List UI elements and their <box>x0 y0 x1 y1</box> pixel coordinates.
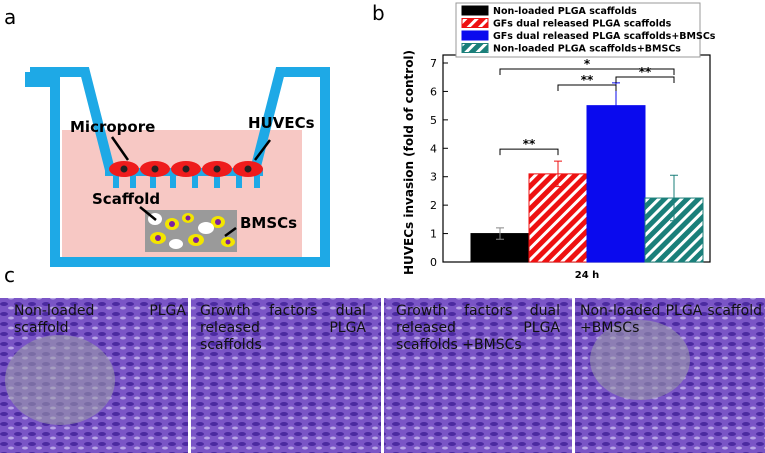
micrograph-caption: Non-loaded PLGA scaffold <box>14 303 186 336</box>
legend-swatch <box>461 43 489 53</box>
bar <box>586 105 646 263</box>
diagram-label: HUVECs <box>248 114 315 132</box>
y-tick-label: 7 <box>430 57 437 70</box>
legend-label: Non-loaded PLGA scaffolds+BMSCs <box>493 44 681 55</box>
error-bar <box>496 227 504 240</box>
error-bar <box>670 174 678 222</box>
y-tick-label: 0 <box>430 256 437 269</box>
micrograph-region <box>5 335 115 425</box>
panel-label: b <box>372 1 385 25</box>
y-tick-label: 4 <box>430 142 437 155</box>
y-tick-label: 5 <box>430 114 437 127</box>
significance-label: * <box>584 57 591 71</box>
y-tick-label: 3 <box>430 171 437 184</box>
significance-bracket <box>557 84 617 91</box>
significance-bracket <box>499 148 559 156</box>
transwell-diagram <box>25 67 330 267</box>
panel-label: a <box>4 5 16 29</box>
bar <box>528 173 588 263</box>
micrograph <box>191 298 381 453</box>
significance-label: ** <box>523 137 536 151</box>
legend-label: GFs dual released PLGA scaffolds+BMSCs <box>493 31 716 42</box>
legend-label: Non-loaded PLGA scaffolds <box>493 6 637 17</box>
legend-swatch <box>461 18 489 28</box>
panel-label: c <box>4 263 15 287</box>
significance-label: ** <box>639 65 652 79</box>
micrograph-region <box>590 320 690 400</box>
y-axis-label: HUVECs invasion (fold of control) <box>402 50 416 275</box>
legend-swatch <box>461 5 489 16</box>
significance-bracket <box>499 68 675 75</box>
micrograph-caption: Non-loaded PLGA scaffold +BMSCs <box>580 303 762 336</box>
error-bar <box>554 160 562 188</box>
diagram-label: Scaffold <box>92 190 160 208</box>
y-tick-label: 1 <box>430 228 437 241</box>
y-tick-label: 6 <box>430 85 437 98</box>
x-tick-label: 24 h <box>575 270 600 281</box>
significance-bracket <box>615 76 675 83</box>
legend-swatch <box>461 30 489 41</box>
y-tick-label: 2 <box>430 199 437 212</box>
diagram-label: Micropore <box>70 118 155 136</box>
legend-label: GFs dual released PLGA scaffolds <box>493 19 672 30</box>
micrograph-caption: Growth factors dual released PLGA scaffo… <box>396 303 560 353</box>
legend-box <box>455 2 701 58</box>
micrograph <box>384 298 572 453</box>
significance-label: ** <box>581 73 594 87</box>
micrograph-caption: Growth factors dual released PLGA scaffo… <box>200 303 366 353</box>
diagram-label: BMSCs <box>240 214 297 232</box>
